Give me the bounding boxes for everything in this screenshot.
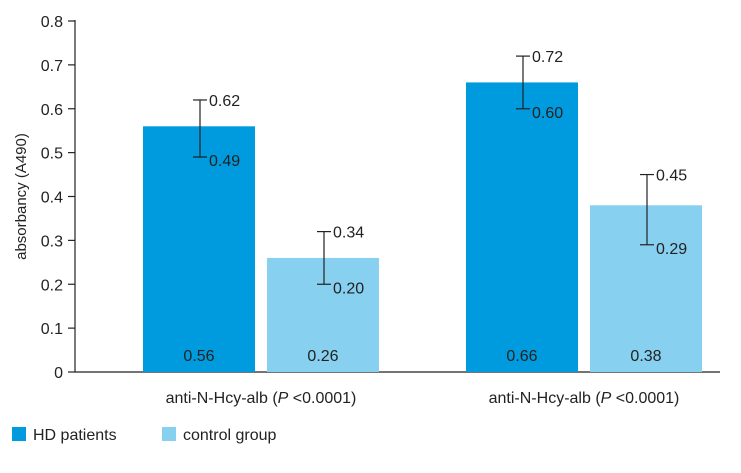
y-tick-label: 0.5 bbox=[41, 146, 63, 163]
error-low-label: 0.60 bbox=[532, 105, 563, 122]
bar-value-label: 0.38 bbox=[630, 348, 661, 365]
bar bbox=[466, 82, 578, 373]
bar bbox=[267, 257, 379, 372]
error-low-label: 0.20 bbox=[333, 280, 364, 297]
y-tick-label: 0.7 bbox=[41, 58, 63, 75]
bar-value-label: 0.56 bbox=[183, 348, 214, 365]
y-axis-label: absorbancy (A490) bbox=[13, 133, 30, 260]
bar bbox=[590, 205, 702, 372]
axes: 0 0.1 0.2 0.3 0.4 0.5 0.6 0.7 0.8 absorbancy (A49… bbox=[13, 14, 720, 407]
y-tick-label: 0.4 bbox=[41, 190, 63, 207]
y-tick-label: 0.3 bbox=[41, 233, 63, 250]
legend-label: control group bbox=[183, 427, 276, 444]
y-tick-label: 0 bbox=[54, 365, 63, 382]
category-label: anti-N-Hcy-alb (P <0.0001) bbox=[166, 390, 357, 407]
category-label: anti-N-Hcy-alb (P <0.0001) bbox=[489, 390, 680, 407]
legend-swatch bbox=[12, 427, 26, 441]
error-high-label: 0.45 bbox=[656, 168, 687, 185]
y-tick-label: 0.8 bbox=[41, 14, 63, 31]
bar bbox=[143, 126, 255, 372]
error-high-label: 0.34 bbox=[333, 225, 364, 242]
error-high-label: 0.72 bbox=[532, 49, 563, 66]
y-tick-label: 0.6 bbox=[41, 102, 63, 119]
legend: HD patients control group bbox=[12, 427, 276, 444]
error-low-label: 0.49 bbox=[209, 153, 240, 170]
y-tick-label: 0.1 bbox=[41, 321, 63, 338]
legend-label: HD patients bbox=[33, 427, 117, 444]
y-tick-label: 0.2 bbox=[41, 277, 63, 294]
legend-swatch bbox=[162, 427, 176, 441]
bar-value-label: 0.26 bbox=[307, 348, 338, 365]
error-high-label: 0.62 bbox=[209, 93, 240, 110]
bar-value-label: 0.66 bbox=[506, 348, 537, 365]
error-low-label: 0.29 bbox=[656, 241, 687, 258]
bars: 0.56 0.62 0.49 0.66 0.72 0.60 0.26 0.34 0.20 0.38… bbox=[143, 49, 702, 373]
